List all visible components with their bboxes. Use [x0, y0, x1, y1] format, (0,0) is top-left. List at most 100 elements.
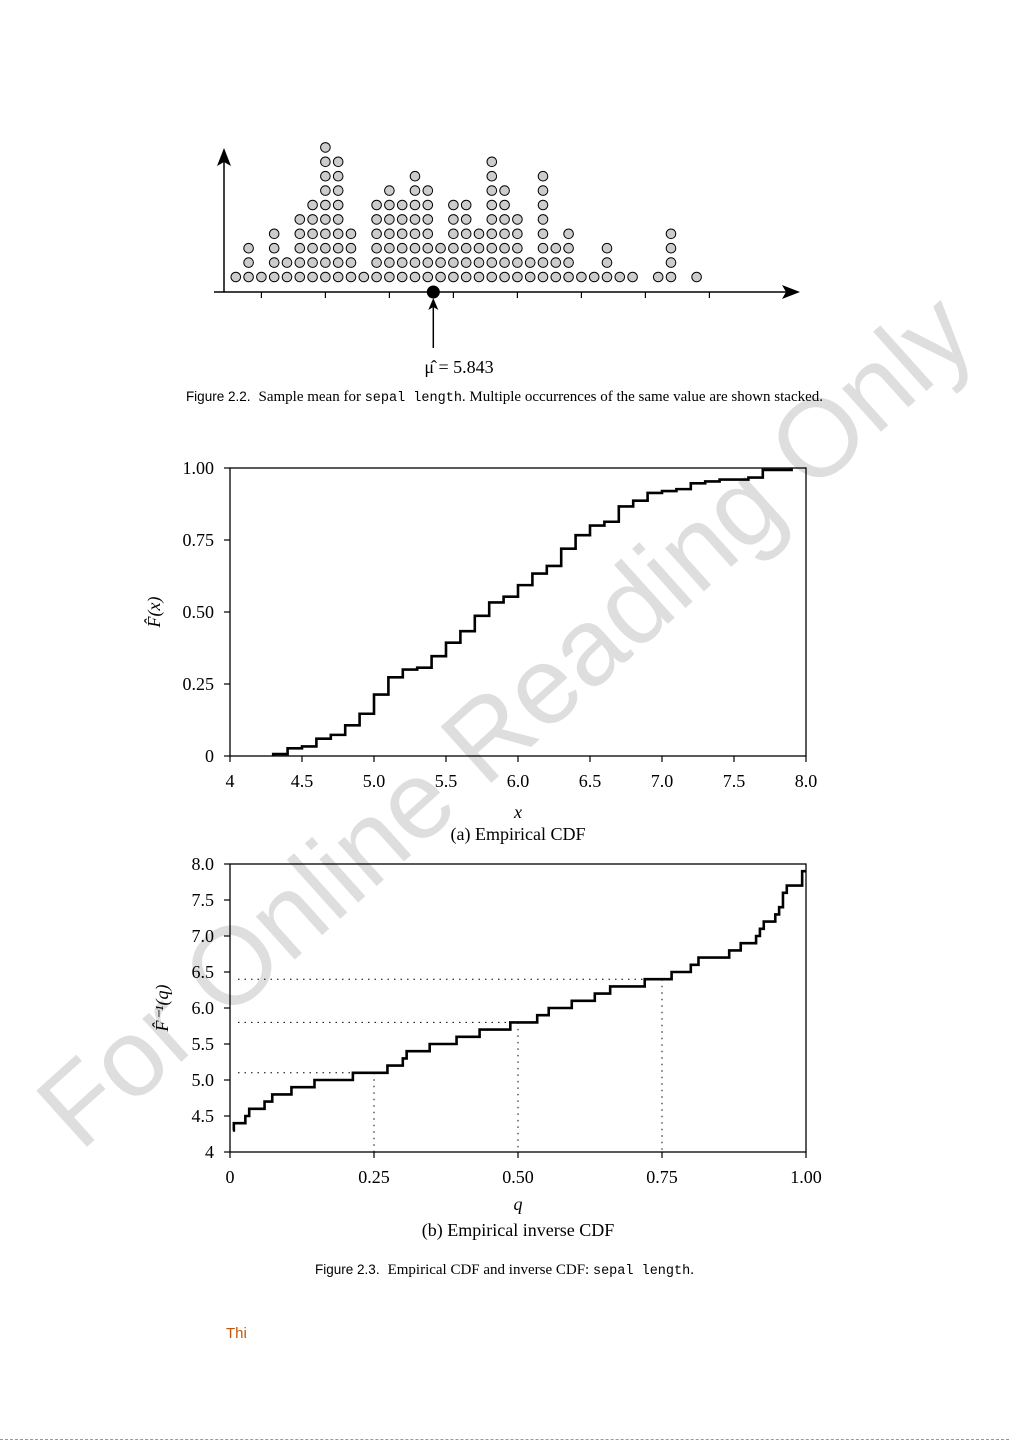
data-point — [512, 271, 523, 283]
data-point — [486, 271, 498, 283]
data-point — [473, 228, 485, 240]
figure-2-2-caption: Figure 2.2. Sample mean for sepal length.… — [0, 389, 1009, 406]
icdf-ticks: 0 0.25 0.50 0.75 1.00 4 4.5 5.0 5.5 6.0 6.5 7.0 7.5 8… — [192, 854, 822, 1187]
x-tick-label: 4.5 — [291, 771, 314, 791]
x-tick-label: 8.0 — [795, 771, 818, 791]
data-point — [409, 271, 421, 283]
data-point — [320, 156, 331, 168]
data-point — [512, 242, 523, 254]
data-point — [243, 242, 254, 254]
data-point — [371, 257, 382, 268]
data-point — [396, 199, 408, 211]
y-tick-label: 6.5 — [192, 962, 215, 982]
caption-label: Figure 2.2. — [185, 389, 251, 404]
data-point — [601, 257, 613, 268]
data-point — [396, 228, 408, 240]
data-point — [396, 257, 408, 268]
x-tick-label: 1.00 — [790, 1167, 822, 1187]
data-point — [563, 257, 574, 268]
data-point — [435, 257, 446, 268]
data-point — [486, 199, 498, 211]
data-point — [345, 228, 357, 240]
dot-plot-axes — [214, 148, 800, 299]
data-point — [512, 257, 523, 268]
data-point — [294, 242, 306, 254]
mean-dot — [426, 285, 440, 299]
data-point — [371, 199, 382, 211]
icdf-subcaption: (b) Empirical inverse CDF — [421, 1220, 615, 1240]
data-point — [384, 199, 395, 211]
data-point — [320, 170, 331, 182]
data-point — [473, 242, 485, 254]
data-point — [256, 271, 267, 283]
data-point — [486, 170, 498, 182]
inverse-cdf-chart: 0 0.25 0.50 0.75 1.00 4 4.5 5.0 5.5 6.0 6.5 7.0 7.5 8… — [152, 854, 822, 1214]
data-point — [563, 271, 574, 283]
data-point — [460, 228, 472, 240]
data-point — [320, 271, 331, 283]
data-point — [332, 257, 344, 268]
icdf-step-line — [232, 869, 806, 1132]
data-point — [294, 271, 306, 283]
y-tick-label: 0.25 — [183, 674, 215, 694]
data-point — [409, 242, 421, 254]
x-tick-label: 4 — [226, 771, 235, 791]
caption-label: Figure 2.3. — [315, 1262, 380, 1277]
data-point — [320, 214, 331, 225]
data-point — [294, 257, 306, 268]
icdf-step-path — [232, 869, 806, 1132]
data-point — [435, 242, 446, 254]
data-point — [665, 228, 677, 240]
data-point — [358, 271, 370, 283]
data-point — [281, 257, 293, 268]
data-point — [243, 257, 254, 268]
caption-text-post: . — [690, 1262, 694, 1278]
data-point — [294, 228, 306, 240]
data-point — [550, 271, 562, 283]
icdf-quartile-guides — [238, 978, 663, 1152]
mean-marker — [426, 285, 440, 348]
y-tick-label: 5.5 — [192, 1034, 215, 1054]
data-point — [448, 228, 459, 240]
data-point — [486, 228, 498, 240]
data-point — [537, 170, 549, 182]
y-tick-label: 0 — [205, 746, 214, 766]
page-bottom-rule — [0, 1439, 1009, 1440]
data-point — [435, 271, 446, 283]
data-point — [524, 271, 536, 283]
caption-code: sepal length — [364, 391, 462, 406]
cdf-ticks: 4 4.5 5.0 5.5 6.0 6.5 7.0 7.5 8.0 0 0.25 0.50 0.75 1.… — [183, 458, 818, 791]
data-point — [499, 199, 510, 211]
data-point — [345, 257, 357, 268]
caption-text-post: . Multiple occurrences of the same value… — [461, 389, 824, 405]
mean-label: μ̂ = 5.843 — [424, 357, 493, 377]
mean-arrowhead — [428, 298, 439, 310]
data-point — [320, 142, 331, 153]
data-point — [384, 257, 395, 268]
data-point — [307, 271, 318, 283]
data-point — [460, 214, 472, 225]
data-point — [486, 242, 498, 254]
data-point — [473, 271, 485, 283]
x-tick-label: 0 — [226, 1167, 235, 1187]
data-point — [486, 257, 498, 268]
data-point — [460, 199, 472, 211]
x-axis-arrowhead — [782, 285, 800, 299]
cdf-subcaption: (a) Empirical CDF — [450, 824, 586, 844]
data-point — [614, 271, 626, 283]
data-point — [422, 271, 434, 283]
data-point — [422, 185, 434, 196]
y-tick-label: 6.0 — [192, 998, 215, 1018]
data-point — [665, 271, 677, 283]
data-point — [320, 228, 331, 240]
data-point — [499, 257, 510, 268]
data-point — [422, 199, 434, 211]
data-point — [448, 199, 459, 211]
data-point — [486, 214, 498, 225]
x-tick-label: 7.0 — [651, 771, 674, 791]
data-point — [691, 271, 702, 283]
cdf-ylabel: F̂(x) — [144, 597, 165, 629]
data-point — [652, 271, 664, 283]
data-point — [307, 242, 318, 254]
data-point — [243, 271, 254, 283]
